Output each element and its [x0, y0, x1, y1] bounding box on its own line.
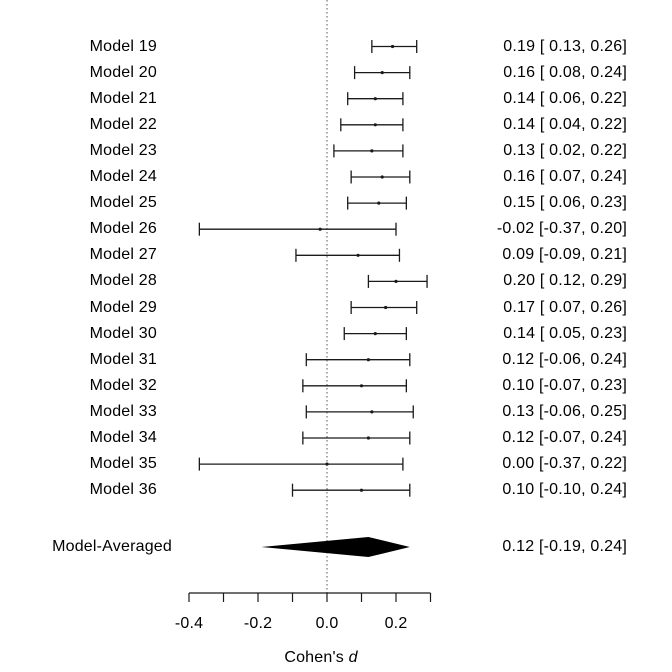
row-label: Model 34: [89, 429, 157, 446]
point-estimate-dot: [373, 332, 377, 336]
row-estimate-text: 0.13 [-0.06, 0.25]: [502, 402, 627, 420]
x-axis-title-symbol: d: [348, 649, 358, 666]
row-estimate-text: 0.10 [-0.10, 0.24]: [502, 481, 627, 499]
x-axis-tick-label: 0.0: [315, 615, 339, 632]
point-estimate-dot: [366, 358, 370, 362]
point-estimate-dot: [390, 44, 395, 49]
point-estimate-dot: [380, 175, 384, 179]
row-label: Model 20: [89, 63, 157, 81]
point-estimate-dot: [366, 436, 370, 440]
x-axis-title-text: Cohen's: [284, 649, 349, 666]
point-estimate-dot: [370, 410, 374, 414]
row-estimate-text: 0.13 [ 0.02, 0.22]: [503, 141, 627, 159]
row-label: Model 21: [89, 89, 157, 107]
x-axis-tick-label: 0.2: [384, 615, 408, 632]
row-estimate-text: 0.14 [ 0.04, 0.22]: [503, 115, 627, 133]
row-estimate-text: 0.19 [ 0.13, 0.26]: [503, 37, 627, 55]
row-estimate-text: 0.00 [-0.37, 0.22]: [502, 455, 627, 473]
point-estimate-dot: [370, 149, 374, 153]
row-label: Model 29: [89, 298, 157, 316]
row-estimate-text: 0.16 [ 0.07, 0.24]: [503, 168, 627, 185]
row-label: Model 22: [89, 115, 157, 133]
row-estimate-text: 0.10 [-0.07, 0.23]: [502, 376, 627, 394]
point-estimate-dot: [325, 462, 329, 466]
row-label: Model 24: [89, 168, 157, 185]
row-estimate-text: 0.14 [ 0.05, 0.23]: [503, 324, 627, 342]
point-estimate-dot: [377, 201, 381, 205]
point-estimate-dot: [356, 253, 360, 257]
row-label: Model 19: [89, 37, 157, 55]
row-estimate-text: 0.09 [-0.09, 0.21]: [502, 246, 627, 264]
row-label: Model 25: [89, 194, 157, 212]
row-estimate-text: 0.17 [ 0.07, 0.26]: [503, 298, 627, 316]
row-estimate-text: 0.14 [ 0.06, 0.22]: [503, 89, 627, 107]
row-label: Model 23: [89, 141, 157, 159]
point-estimate-dot: [318, 227, 322, 231]
summary-diamond: [261, 537, 410, 557]
row-estimate-text: -0.02 [-0.37, 0.20]: [496, 220, 627, 238]
summary-estimate-text: 0.12 [-0.19, 0.24]: [502, 538, 627, 555]
summary-label: Model-Averaged: [52, 538, 172, 555]
row-estimate-text: 0.16 [ 0.08, 0.24]: [503, 63, 627, 81]
row-label: Model 36: [89, 481, 157, 499]
row-label: Model 30: [89, 324, 157, 342]
row-label: Model 26: [89, 220, 157, 238]
point-estimate-dot: [373, 97, 377, 101]
point-estimate-dot: [384, 305, 388, 310]
point-estimate-dot: [373, 123, 377, 127]
point-estimate-dot: [394, 279, 398, 283]
row-label: Model 35: [89, 455, 157, 473]
row-label: Model 33: [89, 402, 157, 420]
x-axis-tick-label: -0.4: [174, 615, 204, 632]
row-label: Model 32: [89, 376, 157, 394]
row-estimate-text: 0.12 [-0.07, 0.24]: [502, 429, 627, 446]
row-label: Model 28: [89, 272, 157, 290]
x-axis-tick-label: -0.2: [243, 615, 273, 632]
point-estimate-dot: [359, 488, 364, 492]
point-estimate-dot: [359, 384, 364, 388]
point-estimate-dot: [380, 71, 384, 75]
row-estimate-text: 0.12 [-0.06, 0.24]: [502, 350, 627, 368]
row-estimate-text: 0.15 [ 0.06, 0.23]: [503, 194, 627, 212]
x-axis-title: Cohen's d: [241, 650, 401, 666]
row-estimate-text: 0.20 [ 0.12, 0.29]: [503, 272, 627, 290]
row-label: Model 27: [89, 246, 157, 264]
row-label: Model 31: [89, 350, 157, 368]
